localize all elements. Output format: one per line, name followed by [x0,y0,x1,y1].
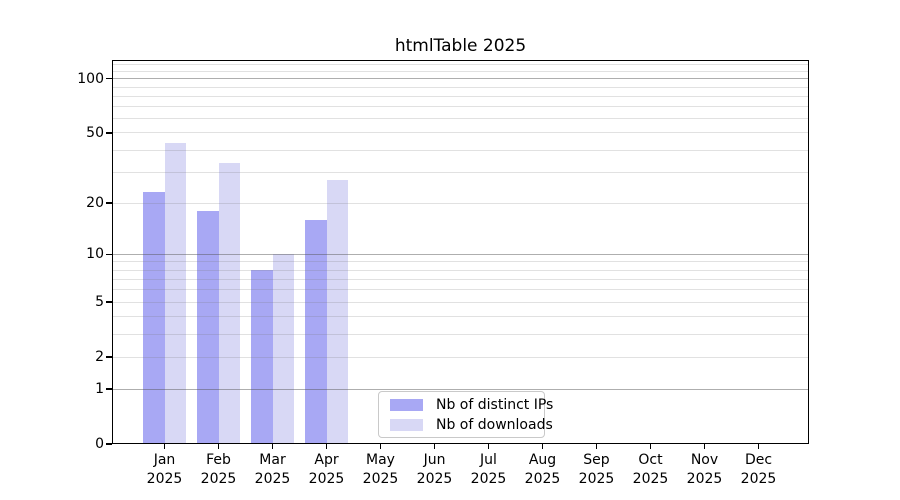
legend-label-distinct-ips: Nb of distinct IPs [436,396,554,413]
x-tick-label-jun: Jun 2025 [416,452,453,487]
x-tick-mark [703,444,706,449]
x-tick-label-oct: Oct 2025 [632,452,669,487]
x-tick-label-aug: Aug 2025 [524,452,561,487]
y-tick-mark [106,388,112,390]
legend-swatch-downloads [390,418,423,431]
y-tick-mark [106,78,112,80]
bar-downloads-apr [326,180,348,444]
y-tick-mark [106,202,112,204]
x-tick-label-mar: Mar 2025 [254,452,291,487]
x-tick-label-dec: Dec 2025 [740,452,777,487]
x-tick-mark [649,444,652,449]
x-tick-label-nov: Nov 2025 [686,452,723,487]
legend-item-downloads: Nb of downloads [390,417,553,433]
legend: Nb of distinct IPs Nb of downloads [378,391,553,438]
x-tick-label-jul: Jul 2025 [470,452,507,487]
x-tick-label-apr: Apr 2025 [308,452,345,487]
x-tick-mark [217,444,220,449]
y-tick-mark [106,301,112,303]
chart-title: htmlTable 2025 [394,36,527,56]
y-tick-mark [106,356,112,358]
x-tick-mark [433,444,436,449]
y-tick-label-5: 5 [95,294,104,311]
y-tick-label-1: 1 [95,381,104,398]
x-tick-mark [163,444,166,449]
y-tick-label-20: 20 [86,195,104,212]
y-tick-label-50: 50 [86,124,104,141]
x-tick-mark [595,444,598,449]
x-tick-mark [271,444,274,449]
x-tick-label-sep: Sep 2025 [578,452,615,487]
legend-item-distinct-ips: Nb of distinct IPs [390,397,553,413]
bar-ips-apr [305,219,327,444]
x-tick-label-feb: Feb 2025 [200,452,237,487]
bar-ips-jan [143,192,165,444]
x-tick-label-jan: Jan 2025 [146,452,183,487]
y-tick-label-2: 2 [95,349,104,366]
x-tick-mark [487,444,490,449]
y-tick-mark [106,443,112,445]
y-tick-mark [106,132,112,134]
y-tick-mark [106,253,112,255]
y-tick-label-10: 10 [86,246,104,263]
x-tick-mark [757,444,760,449]
bars-layer [112,60,809,444]
x-tick-mark [325,444,328,449]
bar-ips-feb [197,210,219,444]
bar-downloads-mar [272,254,294,444]
y-tick-label-0: 0 [95,436,104,452]
x-tick-mark [541,444,544,449]
bar-downloads-jan [164,142,186,444]
y-tick-label-100: 100 [77,70,104,87]
bar-ips-mar [251,270,273,444]
legend-swatch-distinct-ips [390,398,423,411]
bar-downloads-feb [218,162,240,444]
plot-area [112,60,809,444]
x-tick-label-may: May 2025 [362,452,399,487]
x-tick-mark [379,444,382,449]
legend-label-downloads: Nb of downloads [436,416,553,433]
